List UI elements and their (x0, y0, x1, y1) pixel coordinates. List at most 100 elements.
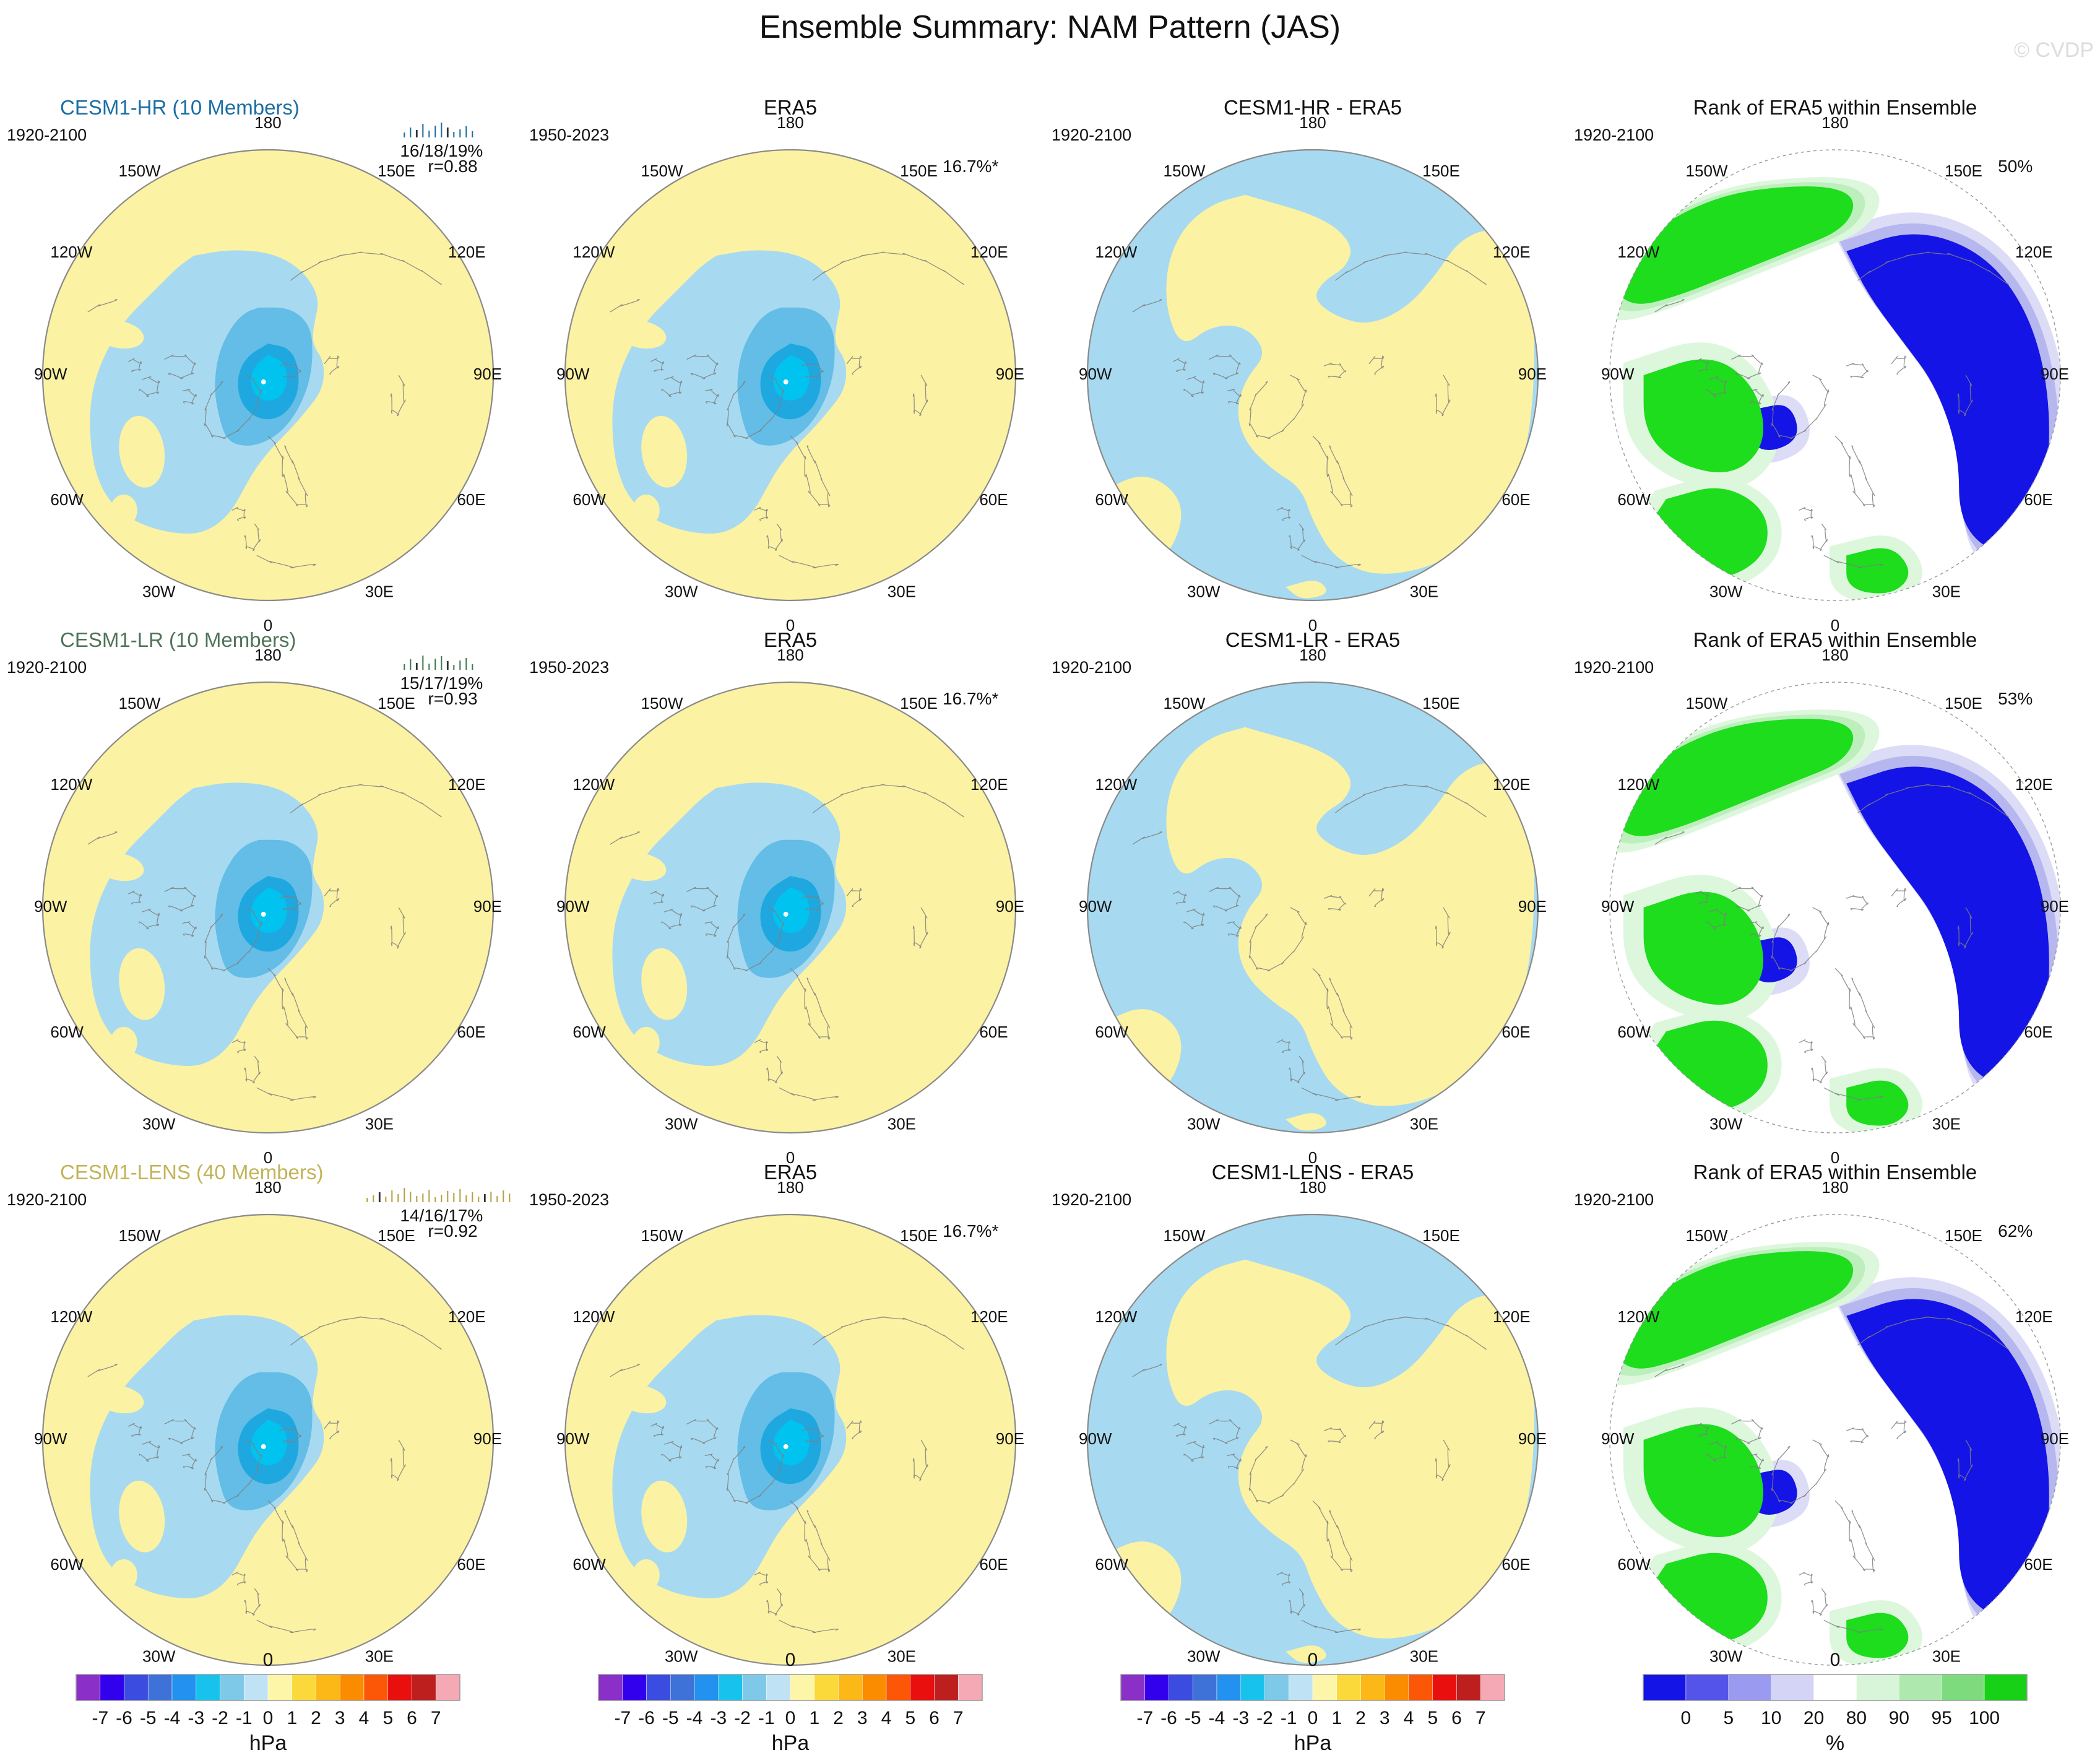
svg-text:120E: 120E (2015, 243, 2053, 261)
svg-text:-7: -7 (614, 1708, 631, 1728)
svg-text:-1: -1 (758, 1708, 775, 1728)
svg-text:0: 0 (785, 1708, 796, 1728)
svg-text:120E: 120E (970, 775, 1008, 794)
svg-text:90E: 90E (1518, 897, 1547, 916)
svg-text:120E: 120E (448, 243, 486, 261)
svg-text:-3: -3 (188, 1708, 204, 1728)
svg-text:2: 2 (1355, 1708, 1366, 1728)
svg-text:120E: 120E (970, 1307, 1008, 1326)
svg-text:90E: 90E (2041, 1429, 2069, 1448)
svg-text:90E: 90E (2041, 365, 2069, 383)
svg-text:120W: 120W (1095, 775, 1137, 794)
svg-text:150W: 150W (1686, 1226, 1728, 1245)
svg-text:30E: 30E (1410, 582, 1438, 600)
svg-text:1920-2100: 1920-2100 (7, 658, 87, 677)
svg-text:150W: 150W (1686, 694, 1728, 713)
svg-text:150W: 150W (641, 694, 683, 713)
svg-text:0: 0 (1830, 1650, 1841, 1670)
svg-text:30W: 30W (1187, 1114, 1221, 1133)
svg-text:150E: 150E (1945, 694, 1982, 713)
svg-text:5: 5 (382, 1708, 393, 1728)
svg-text:CESM1-LR (10 Members): CESM1-LR (10 Members) (60, 628, 296, 651)
svg-text:-3: -3 (710, 1708, 727, 1728)
svg-text:1920-2100: 1920-2100 (1052, 126, 1131, 144)
svg-text:150W: 150W (1686, 162, 1728, 180)
svg-text:60W: 60W (50, 1555, 84, 1574)
svg-text:120E: 120E (1493, 1307, 1531, 1326)
svg-text:120E: 120E (2015, 1307, 2053, 1326)
svg-text:120W: 120W (50, 243, 92, 261)
svg-text:CESM1-LENS - ERA5: CESM1-LENS - ERA5 (1212, 1161, 1414, 1184)
svg-text:Rank of ERA5 within Ensemble: Rank of ERA5 within Ensemble (1693, 96, 1977, 119)
svg-text:30E: 30E (365, 1647, 394, 1665)
svg-text:0: 0 (1308, 1708, 1318, 1728)
svg-text:r=0.88: r=0.88 (428, 157, 477, 176)
svg-text:90E: 90E (1518, 365, 1547, 383)
svg-text:16.7%*: 16.7%* (943, 689, 998, 708)
svg-text:90W: 90W (34, 897, 67, 916)
svg-text:120W: 120W (1617, 1307, 1659, 1326)
svg-text:60E: 60E (2024, 1555, 2052, 1574)
svg-text:hPa: hPa (772, 1731, 810, 1755)
svg-text:120E: 120E (448, 1307, 486, 1326)
svg-text:hPa: hPa (1294, 1731, 1332, 1755)
svg-text:120W: 120W (573, 243, 615, 261)
svg-text:90E: 90E (996, 897, 1024, 916)
svg-text:ERA5: ERA5 (764, 628, 817, 651)
svg-text:-4: -4 (164, 1708, 181, 1728)
svg-text:1: 1 (287, 1708, 297, 1728)
svg-text:5: 5 (905, 1708, 915, 1728)
svg-text:r=0.93: r=0.93 (428, 689, 477, 708)
svg-text:CESM1-HR (10 Members): CESM1-HR (10 Members) (60, 96, 300, 119)
svg-text:2: 2 (833, 1708, 844, 1728)
svg-text:150E: 150E (1945, 162, 1982, 180)
svg-text:90W: 90W (1079, 1429, 1112, 1448)
svg-text:150E: 150E (378, 162, 415, 180)
svg-text:6: 6 (929, 1708, 940, 1728)
svg-text:80: 80 (1846, 1708, 1867, 1728)
svg-text:60W: 60W (1095, 1023, 1128, 1041)
svg-text:90W: 90W (1601, 1429, 1635, 1448)
svg-text:3: 3 (335, 1708, 345, 1728)
svg-text:120E: 120E (970, 243, 1008, 261)
svg-text:120W: 120W (50, 1307, 92, 1326)
svg-text:30W: 30W (142, 1647, 176, 1665)
svg-text:120W: 120W (1617, 243, 1659, 261)
svg-text:-7: -7 (92, 1708, 108, 1728)
svg-text:1920-2100: 1920-2100 (1052, 658, 1131, 677)
svg-text:0: 0 (1308, 1650, 1318, 1670)
svg-text:2: 2 (311, 1708, 321, 1728)
svg-text:90E: 90E (473, 897, 502, 916)
svg-text:120E: 120E (448, 775, 486, 794)
svg-text:-6: -6 (1160, 1708, 1177, 1728)
svg-text:-1: -1 (1281, 1708, 1297, 1728)
svg-text:0: 0 (785, 1650, 796, 1670)
svg-text:1: 1 (809, 1708, 819, 1728)
svg-text:60W: 60W (1617, 1023, 1651, 1041)
svg-text:150E: 150E (1422, 694, 1460, 713)
svg-text:50%: 50% (1998, 157, 2033, 176)
svg-text:1920-2100: 1920-2100 (7, 126, 87, 144)
svg-text:60W: 60W (1095, 490, 1128, 509)
svg-text:90E: 90E (996, 365, 1024, 383)
svg-text:4: 4 (881, 1708, 892, 1728)
svg-text:4: 4 (1404, 1708, 1414, 1728)
svg-text:-5: -5 (662, 1708, 679, 1728)
svg-text:4: 4 (359, 1708, 369, 1728)
svg-text:60E: 60E (1502, 1023, 1530, 1041)
svg-text:53%: 53% (1998, 689, 2033, 708)
svg-text:%: % (1826, 1731, 1844, 1755)
svg-text:ERA5: ERA5 (764, 96, 817, 119)
svg-text:150E: 150E (900, 694, 938, 713)
svg-text:90W: 90W (34, 1429, 67, 1448)
svg-text:120W: 120W (50, 775, 92, 794)
svg-text:1920-2100: 1920-2100 (1574, 658, 1654, 677)
svg-text:30E: 30E (888, 1647, 916, 1665)
svg-text:-2: -2 (734, 1708, 751, 1728)
svg-text:150E: 150E (378, 694, 415, 713)
svg-text:30E: 30E (1410, 1114, 1438, 1133)
svg-text:120E: 120E (1493, 775, 1531, 794)
svg-text:30W: 30W (665, 1647, 698, 1665)
svg-text:60E: 60E (2024, 1023, 2052, 1041)
svg-text:1920-2100: 1920-2100 (7, 1190, 87, 1209)
